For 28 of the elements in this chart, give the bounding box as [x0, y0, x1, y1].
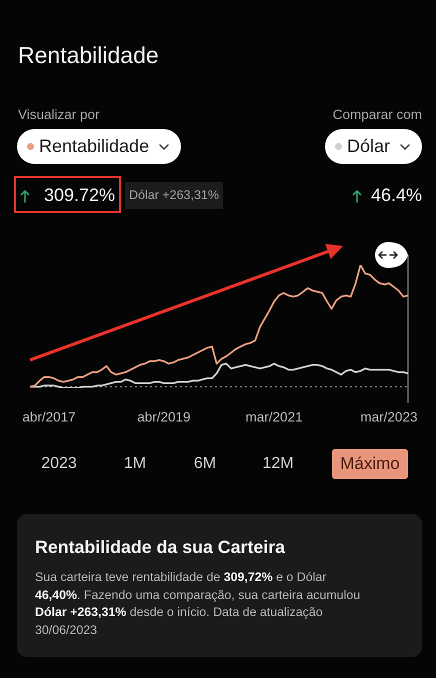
text: 6M — [192, 454, 218, 474]
text: Sua carteira teve rentabilidade de — [35, 570, 222, 584]
dropdown: Rentabilidade — [17, 129, 182, 164]
legend-label: Dólar — [346, 135, 390, 158]
text: desde o início. Data de atualização — [128, 605, 323, 619]
text: 46.4% — [370, 184, 422, 206]
text: Rentabilidade da sua Carteira — [35, 536, 286, 558]
text: 46,40% — [35, 588, 78, 602]
text: 1M — [122, 454, 148, 474]
dropdown: Dólar — [324, 129, 422, 164]
text: 309,72% — [224, 570, 273, 584]
x-tick-label: mar/2021 — [246, 410, 303, 425]
text: e o Dólar — [275, 570, 326, 584]
text: Dólar +263,31% — [35, 605, 126, 619]
text: Visualizar por — [18, 107, 100, 123]
text: . Fazendo uma comparação, sua carteira acumulou — [77, 588, 360, 602]
text: Dólar +263,31% — [125, 182, 223, 209]
text: Comparar com — [332, 107, 422, 123]
x-tick-label: abr/2019 — [137, 410, 191, 425]
x-tick-label: abr/2017 — [22, 410, 76, 425]
legend-label: Rentabilidade — [39, 135, 150, 158]
text: 309.72% — [44, 184, 116, 206]
text: Máximo — [332, 449, 408, 479]
chart-title: Rentabilidade — [18, 42, 159, 68]
text: 12M — [261, 454, 295, 474]
text: 30/06/2023 — [35, 622, 98, 636]
x-tick-label: mar/2023 — [360, 410, 418, 425]
text: 2023 — [40, 454, 78, 474]
